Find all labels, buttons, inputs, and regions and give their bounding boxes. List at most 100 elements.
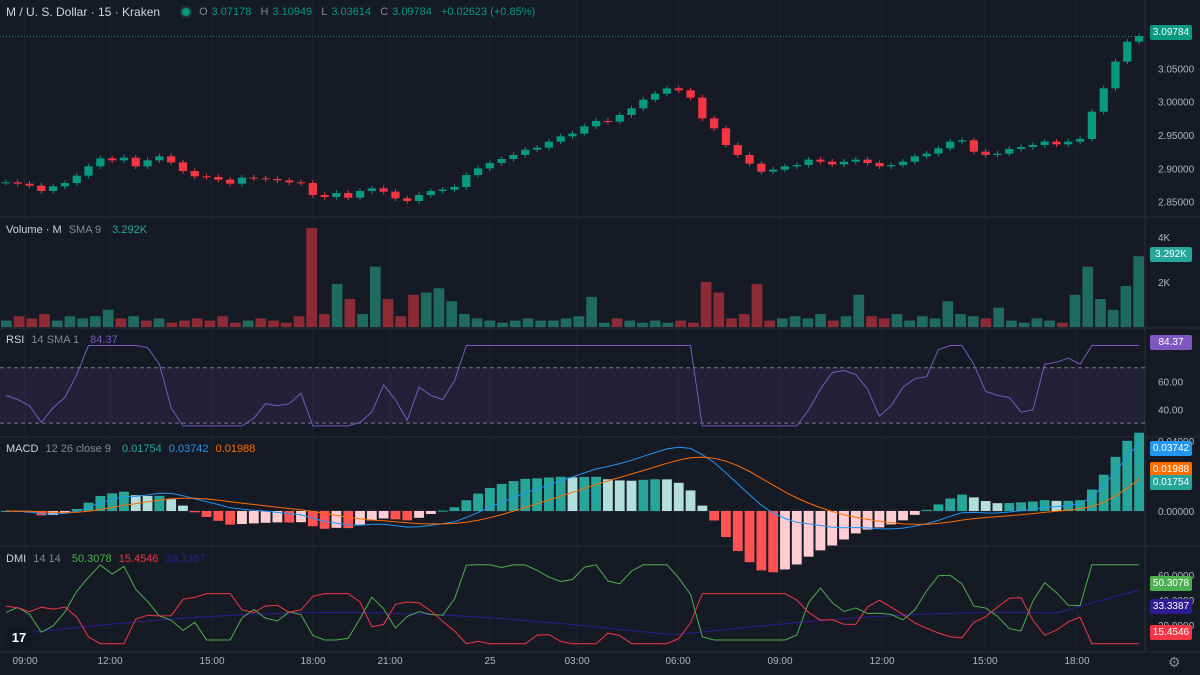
volume-bar (140, 320, 152, 327)
candle (1087, 109, 1097, 142)
volume-bar (955, 314, 966, 327)
macd-histogram-bar (71, 508, 82, 511)
candle (1111, 59, 1120, 91)
macd-histogram-bar (673, 482, 684, 511)
candle (485, 160, 495, 171)
candle-body (580, 126, 589, 134)
macd-tick: 0.00000 (1158, 507, 1195, 518)
volume-bar (293, 316, 305, 327)
time-tick: 15:00 (199, 656, 225, 667)
macd-legend[interactable]: MACD 12 26 close 9 0.01754 0.03742 0.019… (6, 443, 259, 455)
volume-legend[interactable]: Volume · M SMA 9 3.292K (6, 224, 151, 236)
candle (1134, 33, 1144, 45)
candle-body (1040, 141, 1049, 145)
candle-body (320, 195, 329, 197)
candle (108, 155, 117, 163)
candle (1064, 139, 1073, 147)
rsi-legend[interactable]: RSI 14 SMA 1 84.37 (6, 334, 122, 346)
volume-bar (662, 322, 674, 327)
macd-histogram-bar (484, 487, 495, 511)
macd-histogram-bar (1134, 432, 1144, 511)
market-status-icon (180, 6, 192, 19)
macd-histogram-bar (709, 511, 720, 521)
candle (344, 190, 353, 201)
volume-bar (586, 296, 597, 327)
volume-bar (738, 314, 750, 327)
macd-histogram-bar (355, 511, 365, 525)
candle-body (308, 183, 317, 195)
candle-body (1075, 139, 1085, 142)
candle (25, 181, 34, 189)
volume-label: Volume · M (6, 224, 62, 236)
macd-histogram-bar (968, 497, 979, 511)
volume-bar (802, 318, 814, 327)
price-tick: 2.85000 (1158, 198, 1195, 209)
volume-bar (39, 314, 50, 327)
candle-body (556, 136, 565, 142)
volume-bar (77, 318, 89, 327)
candle-body (25, 183, 34, 186)
dmi-pane[interactable] (5, 564, 1140, 645)
candle-body (226, 179, 235, 184)
candle (1005, 146, 1014, 157)
candle-body (639, 99, 648, 109)
candle (308, 180, 317, 198)
rsi-pane[interactable] (0, 345, 1145, 427)
rsi-band (0, 367, 1145, 424)
dmi-plus-line (5, 564, 1140, 641)
macd-pane[interactable] (0, 432, 1145, 573)
dmi-legend[interactable]: DMI 14 14 50.3078 15.4546 33.3387 (6, 553, 209, 565)
volume-bar (637, 322, 648, 327)
candle (745, 152, 754, 167)
candle (946, 139, 955, 151)
volume-bar (331, 283, 343, 327)
candle-body (155, 156, 164, 161)
rsi-label: RSI (6, 334, 25, 346)
symbol-title[interactable]: M / U. S. Dollar · 15 · Kraken (6, 5, 164, 19)
candle (48, 183, 58, 194)
tradingview-logo-icon[interactable]: 17 (6, 628, 32, 648)
macd-histogram-bar (697, 505, 708, 511)
candle (462, 172, 471, 190)
time-tick: 25 (484, 656, 496, 667)
candle (403, 195, 412, 204)
candle (792, 162, 801, 169)
price-tick: 2.95000 (1158, 131, 1195, 142)
rsi-line (5, 345, 1140, 427)
volume-bar (840, 316, 852, 327)
ohlc-legend: O 3.07178 H 3.10949 L 3.03614 C 3.09784 +0.0… (180, 6, 539, 19)
candle (1075, 136, 1085, 145)
price-pane[interactable] (0, 33, 1145, 204)
time-tick: 12:00 (869, 656, 895, 667)
candle (863, 157, 872, 166)
candle-body (60, 183, 70, 187)
macd-histogram-bar (237, 511, 247, 525)
candle-body (674, 88, 683, 91)
macd-histogram-bar (225, 511, 236, 525)
candle-body (910, 156, 919, 162)
macd-histogram-bar (1027, 501, 1038, 511)
macd-histogram-bar (142, 495, 153, 511)
macd-histogram-bar (1075, 500, 1085, 511)
candle-body (143, 160, 152, 167)
candle-body (178, 162, 188, 171)
macd-line (5, 443, 1140, 530)
high-value: 3.10949 (272, 6, 313, 18)
candle (143, 157, 152, 169)
candle (698, 95, 707, 121)
volume-bar (369, 266, 381, 327)
candle (828, 159, 837, 167)
volume-bar (777, 318, 788, 327)
macd-histogram-bar (178, 505, 188, 511)
macd-label: MACD (6, 443, 39, 455)
volume-pane[interactable] (1, 228, 1144, 327)
macd-histogram-bar (886, 511, 897, 525)
candle-body (509, 155, 518, 159)
settings-gear-icon[interactable]: ⚙ (1168, 654, 1181, 670)
macd-histogram-bar (721, 511, 731, 538)
macd-histogram-bar (107, 493, 118, 511)
volume-bar (153, 318, 165, 327)
macd-line-value: 0.03742 (168, 443, 209, 455)
dmi-params: 14 14 (33, 553, 61, 565)
